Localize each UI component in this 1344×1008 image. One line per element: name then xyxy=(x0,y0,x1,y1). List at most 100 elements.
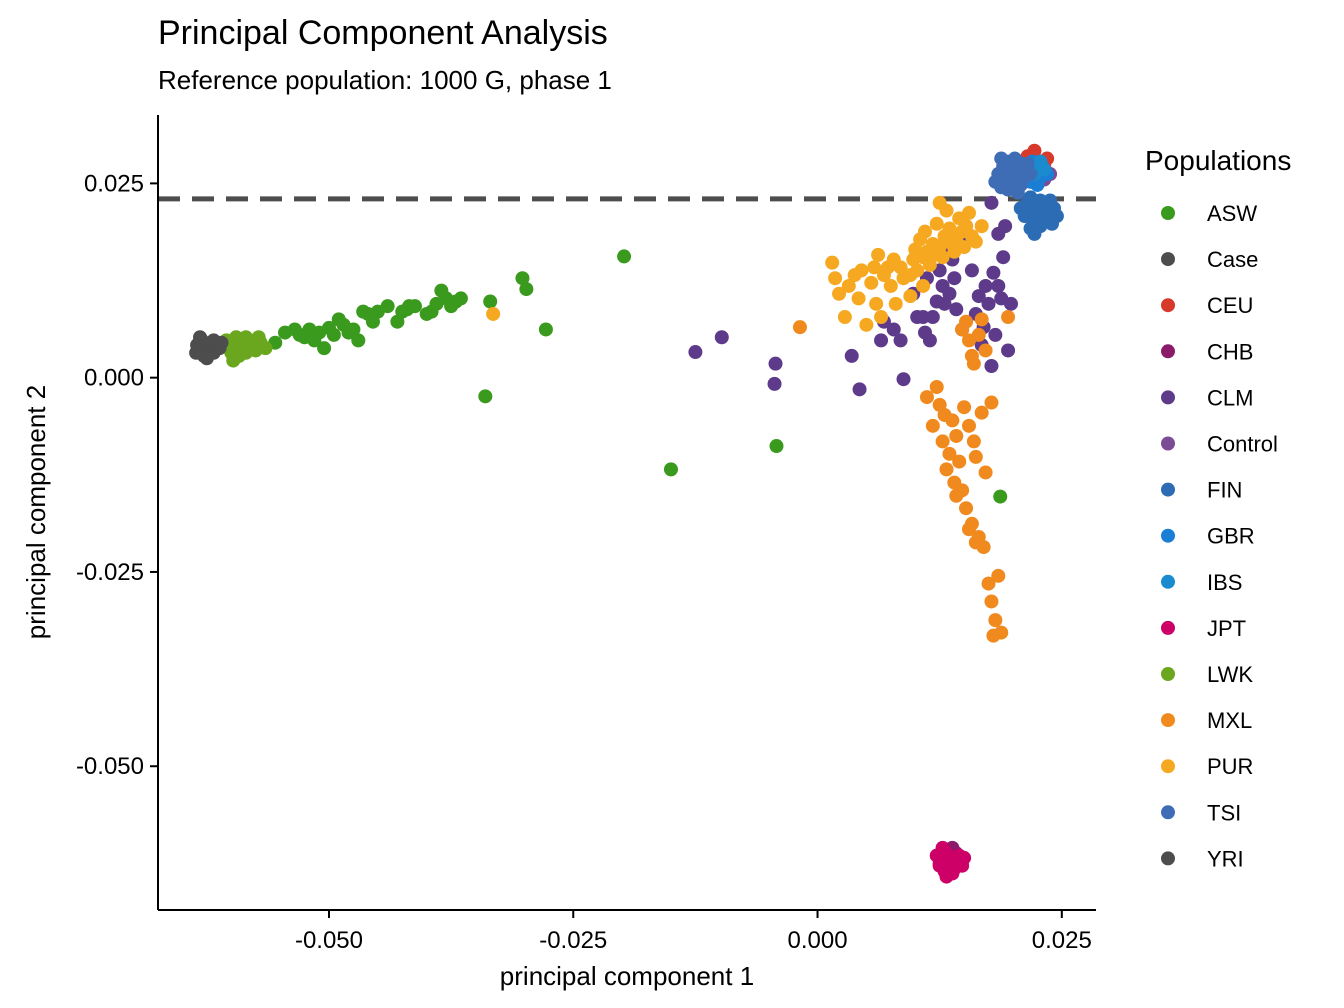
data-point-pur xyxy=(867,260,882,275)
data-point-clm xyxy=(942,286,957,301)
data-point-mxl xyxy=(961,418,976,433)
data-point-mxl xyxy=(991,568,1006,583)
x-ticks: -0.050 -0.025 0.000 0.025 xyxy=(295,910,1092,954)
data-point-clm xyxy=(984,359,999,374)
data-point-tsi xyxy=(994,151,1009,166)
data-point-clm xyxy=(988,327,1003,342)
data-point-clm xyxy=(896,372,911,387)
data-point-mxl xyxy=(988,613,1003,628)
data-point-fin xyxy=(1043,193,1058,208)
data-point-yri xyxy=(199,351,214,366)
legend-item-ceu: CEU xyxy=(1161,293,1253,318)
data-point-pur xyxy=(959,219,974,234)
data-point-pur xyxy=(974,219,989,234)
data-point-jpt xyxy=(945,866,960,881)
legend-item-pur: PUR xyxy=(1161,754,1253,779)
legend-item-fin: FIN xyxy=(1161,478,1242,503)
y-tick-label: -0.025 xyxy=(76,559,144,586)
data-point-fin xyxy=(1027,226,1042,241)
data-point-mxl xyxy=(1001,310,1016,325)
legend-label-clm: CLM xyxy=(1207,385,1253,410)
data-point-pur xyxy=(893,260,908,275)
legend: Populations ASW Case CEU CHB CLM Control FIN GB… xyxy=(1145,145,1291,871)
data-point-asw xyxy=(663,462,678,477)
data-point-asw xyxy=(483,294,498,309)
data-point-clm xyxy=(925,310,940,325)
legend-key-ceu xyxy=(1161,298,1175,313)
legend-key-tsi xyxy=(1161,805,1175,820)
data-point-tsi xyxy=(1010,185,1025,200)
data-point-mxl xyxy=(961,522,976,537)
data-point-clm xyxy=(886,322,901,337)
legend-item-gbr: GBR xyxy=(1161,524,1255,549)
legend-item-clm: CLM xyxy=(1161,385,1253,410)
data-point-ceu xyxy=(1027,143,1042,158)
data-point-pur xyxy=(910,263,925,278)
data-point-pur xyxy=(841,278,856,293)
data-point-pur xyxy=(859,317,874,332)
data-point-clm xyxy=(767,376,782,391)
legend-item-tsi: TSI xyxy=(1161,800,1241,825)
data-point-asw xyxy=(346,322,361,337)
data-point-mxl xyxy=(978,465,993,480)
legend-item-ibs: IBS xyxy=(1161,570,1242,595)
data-point-jpt xyxy=(957,850,972,865)
data-point-mxl xyxy=(919,390,934,405)
data-point-pur xyxy=(832,286,847,301)
data-point-pur xyxy=(828,271,843,286)
y-tick-label: 0.000 xyxy=(84,365,144,392)
data-point-mxl xyxy=(792,320,807,335)
legend-key-gbr xyxy=(1161,528,1175,543)
legend-item-mxl: MXL xyxy=(1161,708,1252,733)
legend-item-asw: ASW xyxy=(1161,201,1257,226)
legend-item-yri: YRI xyxy=(1161,846,1244,871)
data-point-pur xyxy=(871,247,886,262)
data-point-mxl xyxy=(942,446,957,461)
data-point-pur xyxy=(961,205,976,220)
legend-key-fin xyxy=(1161,482,1175,497)
chart-title: Principal Component Analysis xyxy=(158,14,608,52)
data-point-tsi xyxy=(988,174,1003,189)
legend-item-case: Case xyxy=(1161,247,1258,272)
data-point-mxl xyxy=(952,454,967,469)
data-point-mxl xyxy=(966,356,981,371)
data-point-pur xyxy=(888,296,903,311)
legend-label-yri: YRI xyxy=(1207,846,1244,871)
legend-label-jpt: JPT xyxy=(1207,616,1246,641)
legend-label-pur: PUR xyxy=(1207,754,1253,779)
legend-label-lwk: LWK xyxy=(1207,662,1253,687)
data-point-clm xyxy=(922,333,937,348)
data-point-clm xyxy=(971,289,986,304)
data-point-mxl xyxy=(925,418,940,433)
data-point-mxl xyxy=(959,501,974,516)
data-point-ibs xyxy=(1033,154,1048,169)
data-points xyxy=(189,143,1064,884)
data-point-asw xyxy=(453,291,468,306)
data-point-mxl xyxy=(968,449,983,464)
legend-key-chb xyxy=(1161,344,1175,359)
data-point-clm xyxy=(947,271,962,286)
legend-label-asw: ASW xyxy=(1207,201,1257,226)
legend-key-case xyxy=(1161,252,1175,267)
data-point-clm xyxy=(949,302,964,317)
legend-items: ASW Case CEU CHB CLM Control FIN GBR IBS JPT LWK MX… xyxy=(1161,201,1278,871)
data-point-yri xyxy=(189,345,204,360)
data-point-clm xyxy=(852,382,867,397)
data-point-mxl xyxy=(949,488,964,503)
legend-key-yri xyxy=(1161,851,1175,866)
legend-label-mxl: MXL xyxy=(1207,708,1252,733)
legend-label-ceu: CEU xyxy=(1207,293,1253,318)
data-point-mxl xyxy=(935,434,950,449)
data-point-asw xyxy=(538,322,553,337)
data-point-pur xyxy=(957,240,972,255)
data-point-yri xyxy=(193,330,208,345)
legend-key-lwk xyxy=(1161,667,1175,681)
data-point-clm xyxy=(981,296,996,311)
plot-area xyxy=(158,143,1096,884)
data-point-clm xyxy=(984,195,999,210)
data-point-pur xyxy=(929,216,944,231)
legend-label-tsi: TSI xyxy=(1207,800,1241,825)
data-point-lwk xyxy=(226,353,241,368)
data-point-clm xyxy=(844,348,859,363)
data-point-mxl xyxy=(945,413,960,428)
